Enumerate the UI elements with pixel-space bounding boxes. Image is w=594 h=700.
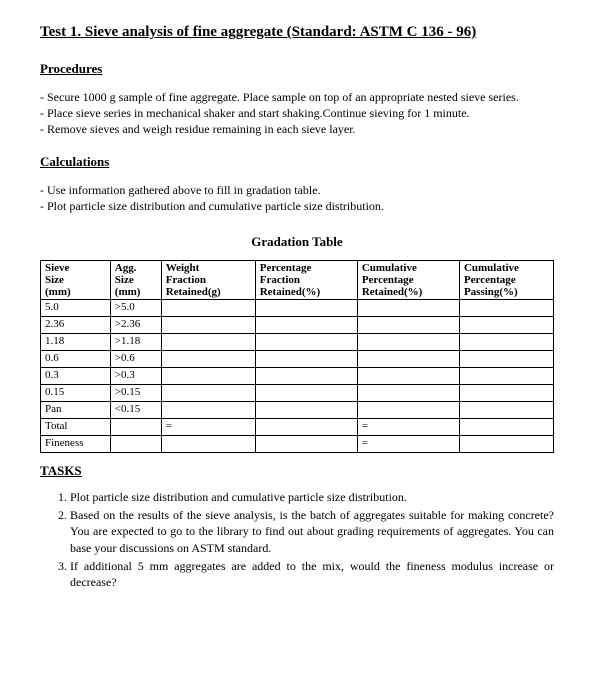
procedure-line: - Secure 1000 g sample of fine aggregate… (40, 89, 554, 105)
document-page: Test 1. Sieve analysis of fine aggregate… (0, 0, 594, 622)
procedure-line: - Place sieve series in mechanical shake… (40, 105, 554, 121)
table-row: 0.6>0.6 (41, 350, 554, 367)
page-title: Test 1. Sieve analysis of fine aggregate… (40, 24, 554, 41)
table-title: Gradation Table (40, 234, 554, 250)
col-header: Cumulative Percentage Retained(%) (357, 260, 459, 299)
table-fineness-row: Fineness = (41, 435, 554, 452)
gradation-table: Sieve Size (mm) Agg. Size (mm) Weight Fr… (40, 260, 554, 453)
col-header: Cumulative Percentage Passing(%) (459, 260, 553, 299)
calculation-line: - Use information gathered above to fill… (40, 182, 554, 198)
col-header: Percentage Fraction Retained(%) (255, 260, 357, 299)
table-row: 1.18>1.18 (41, 333, 554, 350)
calculations-heading: Calculations (40, 154, 554, 170)
table-row: 2.36>2.36 (41, 316, 554, 333)
table-row: 5.0>5.0 (41, 299, 554, 316)
procedure-line: - Remove sieves and weigh residue remain… (40, 121, 554, 137)
table-total-row: Total = = (41, 418, 554, 435)
col-header: Sieve Size (mm) (41, 260, 111, 299)
table-row: Pan<0.15 (41, 401, 554, 418)
tasks-list: Plot particle size distribution and cumu… (40, 489, 554, 590)
procedures-heading: Procedures (40, 61, 554, 77)
col-header: Weight Fraction Retained(g) (161, 260, 255, 299)
calculation-line: - Plot particle size distribution and cu… (40, 198, 554, 214)
table-row: 0.15>0.15 (41, 384, 554, 401)
task-item: Based on the results of the sieve analys… (70, 507, 554, 556)
col-header: Agg. Size (mm) (110, 260, 161, 299)
tasks-heading: TASKS (40, 463, 554, 479)
task-item: Plot particle size distribution and cumu… (70, 489, 554, 505)
table-header-row: Sieve Size (mm) Agg. Size (mm) Weight Fr… (41, 260, 554, 299)
table-row: 0.3>0.3 (41, 367, 554, 384)
task-item: If additional 5 mm aggregates are added … (70, 558, 554, 590)
